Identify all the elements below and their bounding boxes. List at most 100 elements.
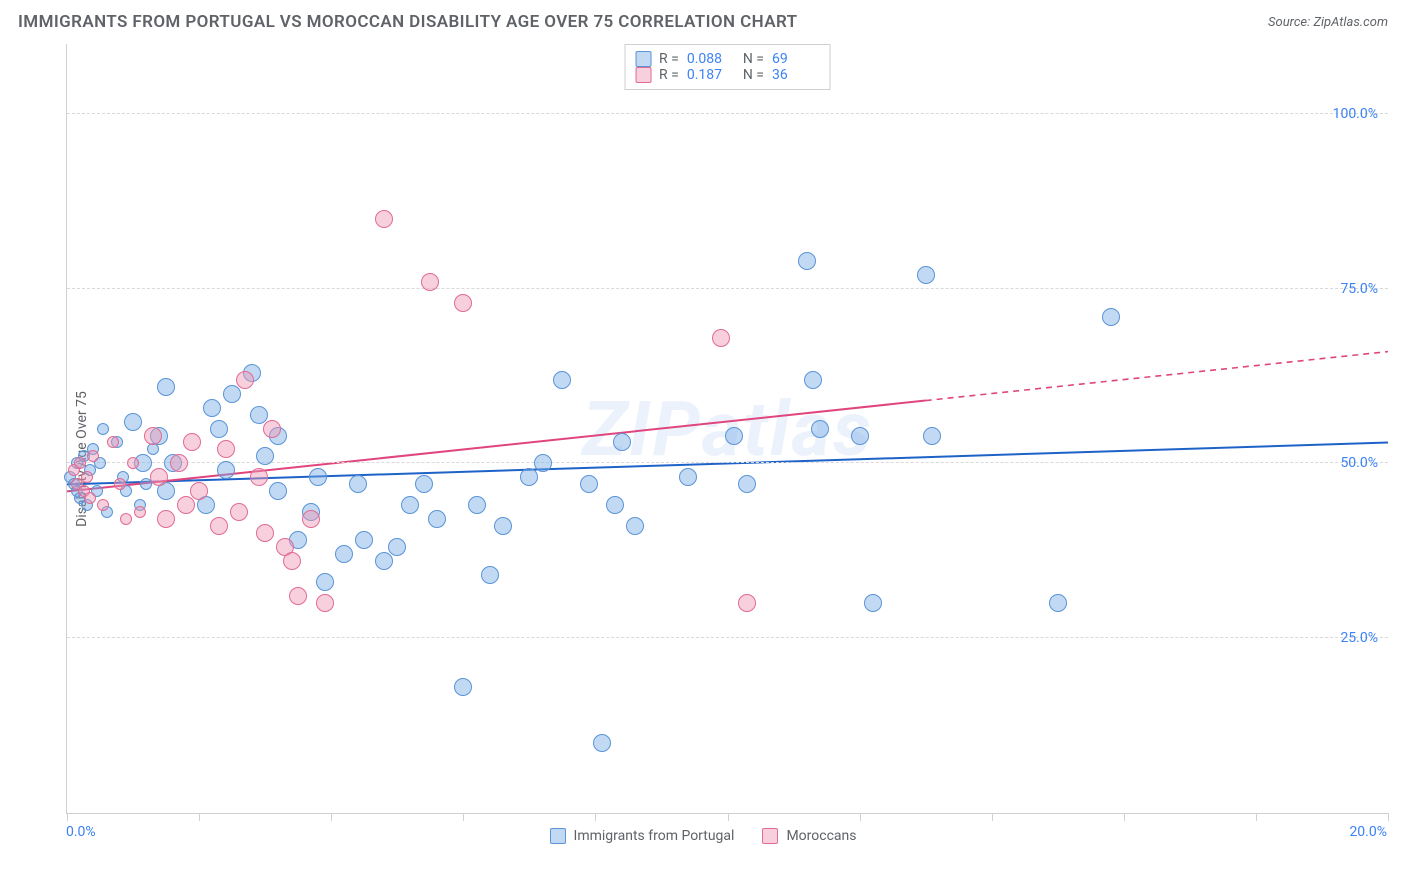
data-point	[263, 420, 281, 438]
x-tick	[728, 813, 729, 821]
data-point	[223, 385, 241, 403]
source-label: Source:	[1268, 15, 1310, 30]
data-point	[150, 468, 168, 486]
data-point	[74, 457, 86, 469]
data-point	[97, 423, 109, 435]
data-point	[236, 371, 254, 389]
data-point	[144, 427, 162, 445]
data-point	[375, 552, 393, 570]
legend-label-moroccans: Moroccans	[786, 828, 856, 844]
data-point	[87, 450, 99, 462]
data-point	[250, 468, 268, 486]
data-point	[401, 496, 419, 514]
x-tick	[463, 813, 464, 821]
legend-r-value-portugal: 0.088	[687, 51, 735, 67]
gridline	[67, 637, 1388, 638]
legend-item-moroccans: Moroccans	[762, 828, 856, 844]
data-point	[309, 468, 327, 486]
x-tick	[860, 813, 861, 821]
data-point	[606, 496, 624, 514]
legend-n-value-portugal: 69	[772, 51, 820, 67]
data-point	[626, 517, 644, 535]
legend-row-portugal: R = 0.088 N = 69	[635, 51, 820, 67]
data-point	[147, 443, 159, 455]
data-point	[81, 471, 93, 483]
swatch-portugal	[635, 51, 651, 67]
swatch-moroccans	[762, 828, 778, 844]
data-point	[316, 594, 334, 612]
legend-n-label: N =	[743, 67, 764, 83]
legend-row-moroccans: R = 0.187 N = 36	[635, 67, 820, 83]
data-point	[534, 454, 552, 472]
data-point	[256, 524, 274, 542]
data-point	[421, 273, 439, 291]
data-point	[580, 475, 598, 493]
data-point	[428, 510, 446, 528]
data-point	[798, 252, 816, 270]
data-point	[335, 545, 353, 563]
data-point	[84, 492, 96, 504]
data-point	[170, 454, 188, 472]
data-point	[923, 427, 941, 445]
data-point	[203, 399, 221, 417]
legend-n-value-moroccans: 36	[772, 67, 820, 83]
data-point	[217, 461, 235, 479]
data-point	[738, 475, 756, 493]
data-point	[157, 510, 175, 528]
x-tick	[199, 813, 200, 821]
series-legend: Immigrants from Portugal Moroccans	[18, 828, 1388, 844]
data-point	[230, 503, 248, 521]
correlation-legend: R = 0.088 N = 69 R = 0.187 N = 36	[624, 44, 831, 90]
data-point	[256, 447, 274, 465]
data-point	[107, 436, 119, 448]
x-tick	[1256, 813, 1257, 821]
data-point	[454, 294, 472, 312]
data-point	[269, 482, 287, 500]
data-point	[679, 468, 697, 486]
legend-r-label: R =	[659, 67, 679, 83]
x-tick-label: 20.0%	[1349, 824, 1387, 840]
swatch-moroccans	[635, 67, 651, 83]
data-point	[210, 517, 228, 535]
data-point	[114, 478, 126, 490]
data-point	[289, 587, 307, 605]
data-point	[120, 513, 132, 525]
data-point	[97, 499, 109, 511]
data-point	[917, 266, 935, 284]
data-point	[804, 371, 822, 389]
gridline	[67, 113, 1388, 114]
chart-title: IMMIGRANTS FROM PORTUGAL VS MOROCCAN DIS…	[18, 12, 797, 32]
data-point	[520, 468, 538, 486]
legend-r-label: R =	[659, 51, 679, 67]
data-point	[355, 531, 373, 549]
data-point	[613, 433, 631, 451]
x-tick	[331, 813, 332, 821]
data-point	[811, 420, 829, 438]
x-tick-label: 0.0%	[66, 824, 96, 840]
data-point	[712, 329, 730, 347]
data-point	[177, 496, 195, 514]
x-tick	[1388, 813, 1389, 821]
x-tick	[595, 813, 596, 821]
data-point	[725, 427, 743, 445]
data-point	[864, 594, 882, 612]
scatter-plot-area: ZIPatlas R = 0.088 N = 69 R = 0.187 N = …	[66, 44, 1388, 814]
y-tick-label: 50.0%	[1340, 455, 1378, 471]
data-point	[190, 482, 208, 500]
source-attribution: Source: ZipAtlas.com	[1268, 15, 1388, 30]
trendline-extrapolated	[926, 352, 1388, 401]
legend-item-portugal: Immigrants from Portugal	[550, 828, 735, 844]
data-point	[553, 371, 571, 389]
data-point	[157, 378, 175, 396]
x-tick	[1124, 813, 1125, 821]
data-point	[468, 496, 486, 514]
data-point	[481, 566, 499, 584]
data-point	[283, 552, 301, 570]
y-tick-label: 75.0%	[1340, 281, 1378, 297]
data-point	[134, 506, 146, 518]
data-point	[183, 433, 201, 451]
source-link[interactable]: ZipAtlas.com	[1313, 15, 1388, 30]
y-tick-label: 100.0%	[1333, 106, 1378, 122]
y-tick-label: 25.0%	[1340, 630, 1378, 646]
gridline	[67, 288, 1388, 289]
